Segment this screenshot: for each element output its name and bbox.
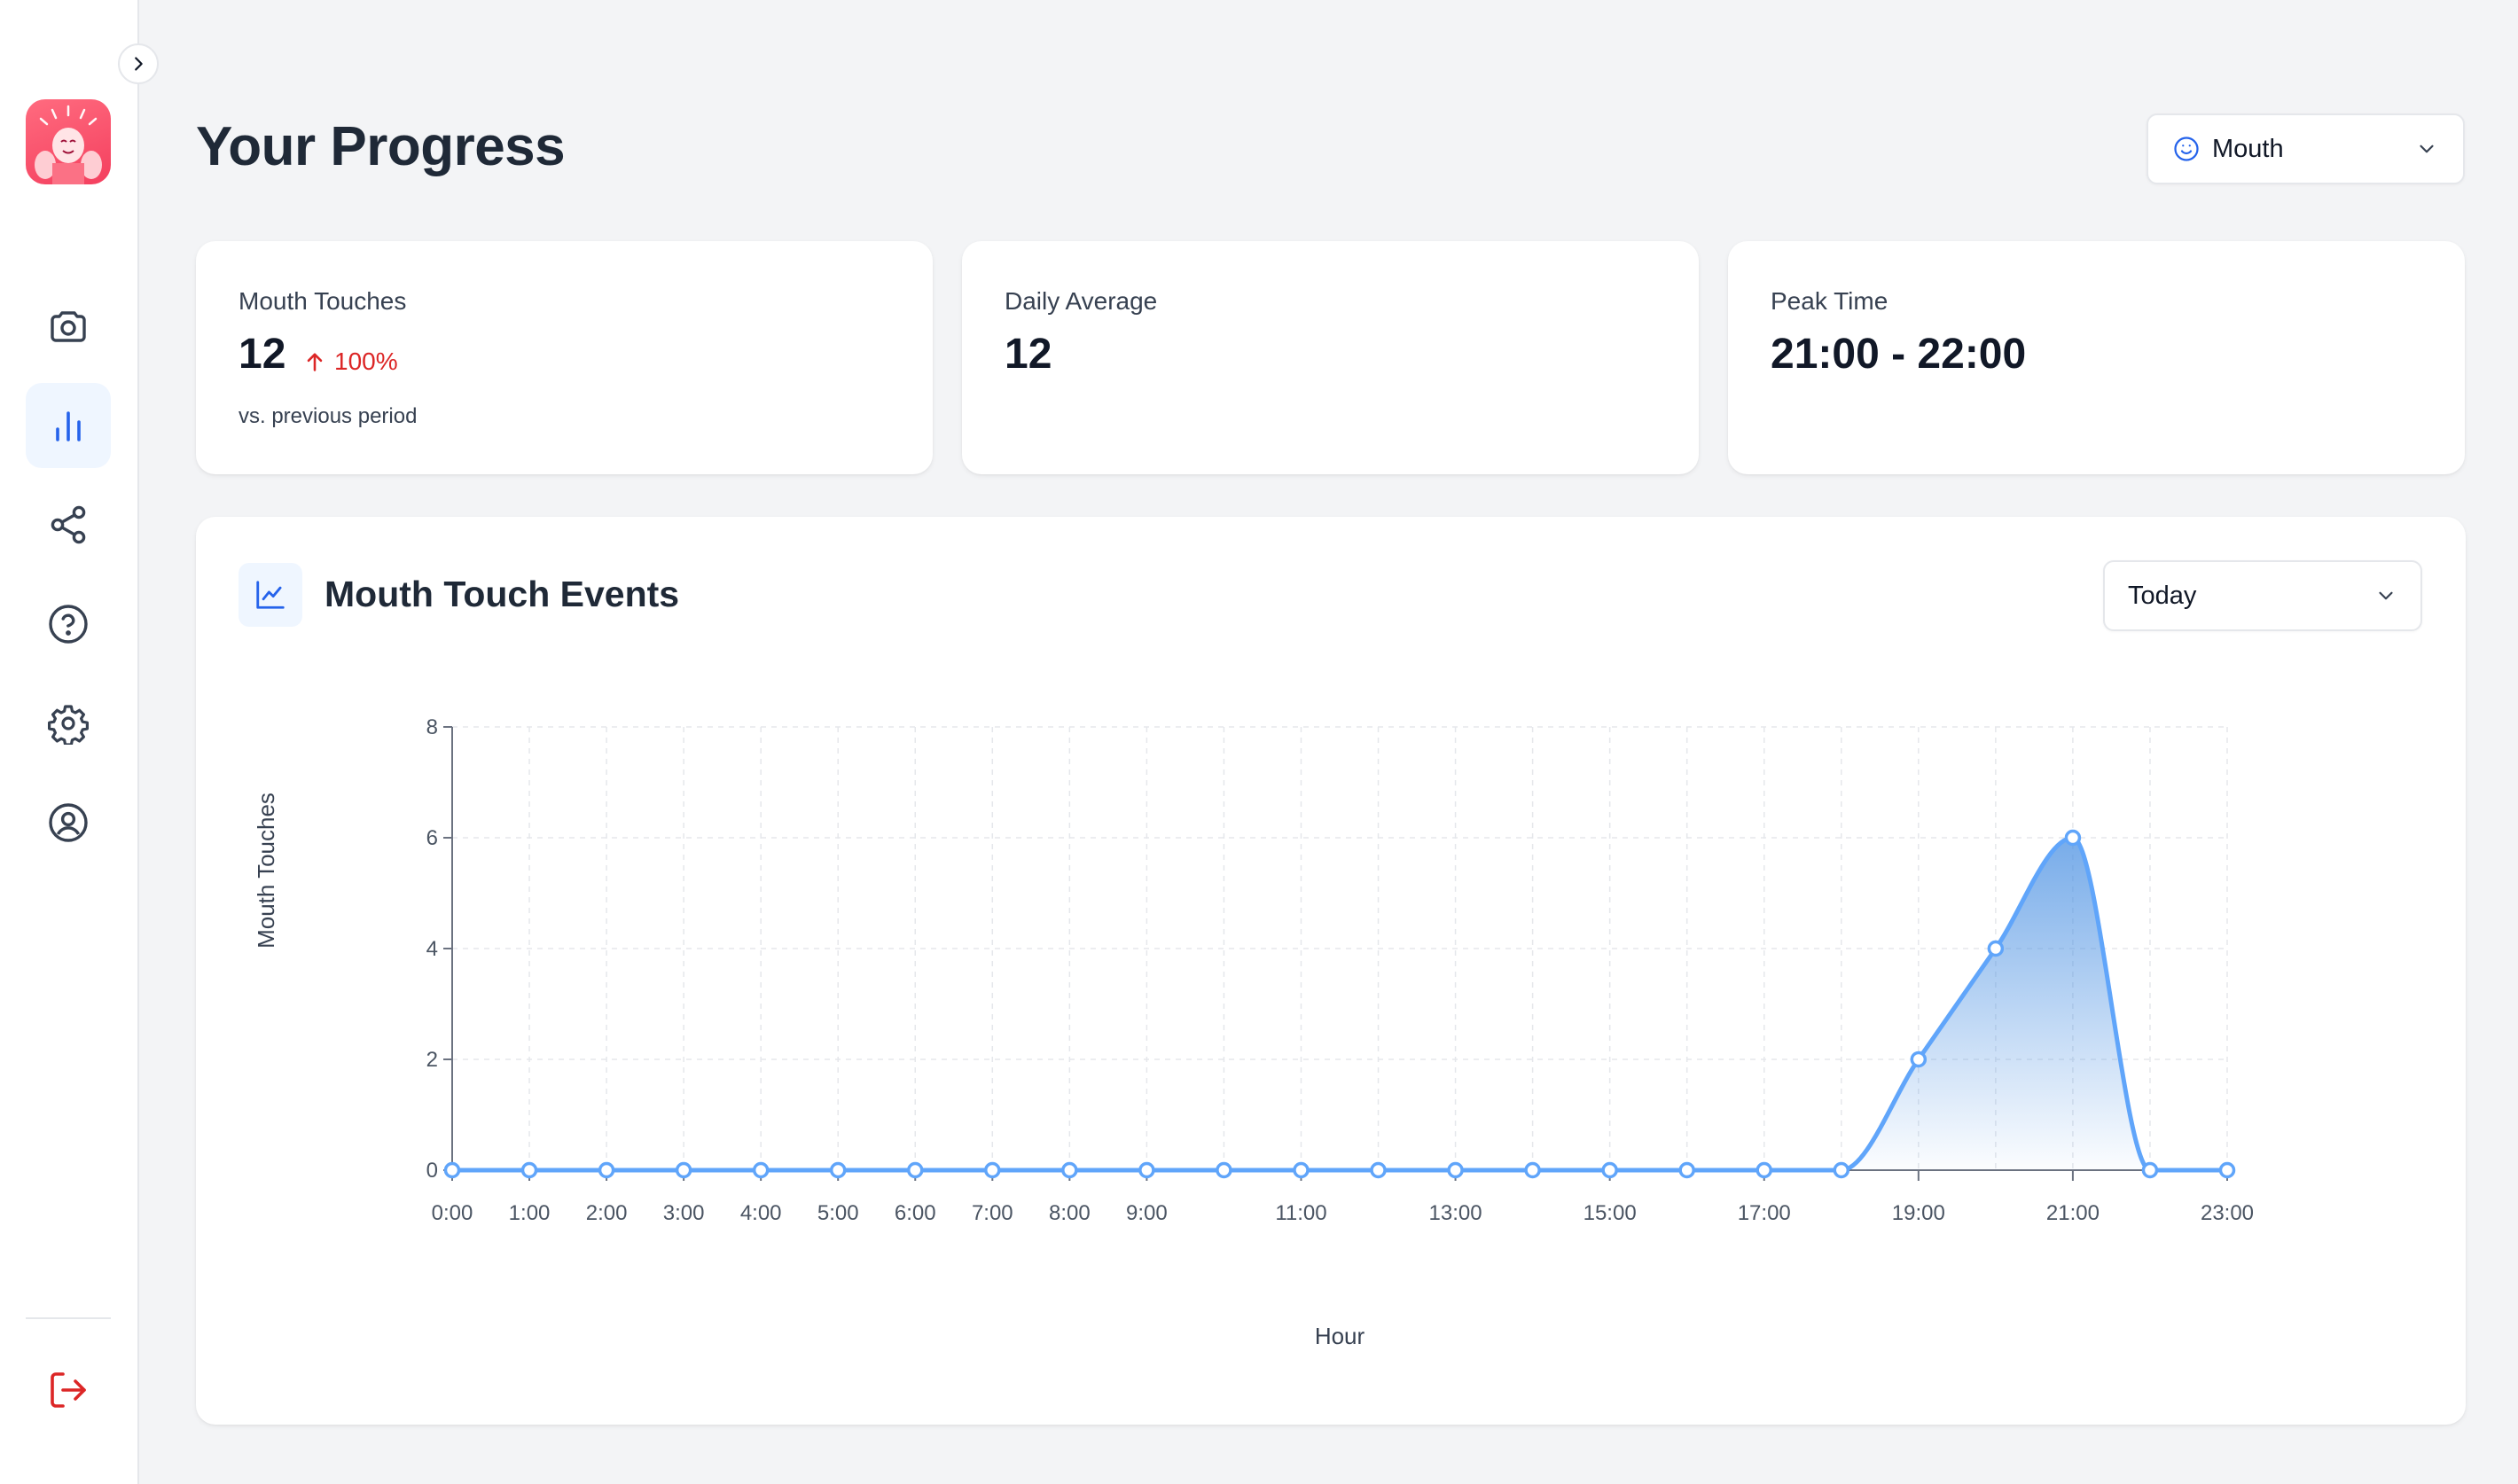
user-icon — [49, 803, 88, 842]
nav-settings[interactable] — [26, 681, 111, 766]
range-select[interactable]: Today — [2103, 560, 2422, 631]
nav-logout[interactable] — [26, 1347, 111, 1433]
app-logo[interactable] — [26, 99, 111, 184]
chevron-down-icon — [2379, 591, 2393, 600]
help-icon — [49, 605, 88, 644]
page-title: Your Progress — [196, 116, 566, 177]
app-logo-icon — [35, 105, 102, 184]
nav-progress[interactable] — [26, 383, 111, 468]
smile-icon — [2174, 137, 2199, 161]
stat-sub: vs. previous period — [239, 404, 418, 428]
stat-label: Mouth Touches — [239, 287, 407, 315]
stat-card-daily-average: Daily Average 12 — [962, 241, 1699, 474]
nav-help[interactable] — [26, 582, 111, 667]
line-chart-icon — [256, 581, 285, 609]
sidebar-divider — [26, 1317, 111, 1319]
stat-change-value: 100% — [334, 348, 398, 375]
nav-share[interactable] — [26, 482, 111, 567]
chart-icon-box — [239, 563, 302, 627]
stat-card-touches: Mouth Touches 12 100% vs. previous perio… — [196, 241, 933, 474]
region-select-value: Mouth — [2212, 134, 2284, 163]
range-select-value: Today — [2128, 581, 2197, 610]
nav-camera[interactable] — [26, 284, 111, 369]
camera-icon — [51, 311, 86, 342]
chart-title: Mouth Touch Events — [325, 574, 680, 614]
sidebar-collapse-button[interactable] — [118, 43, 159, 84]
nav-profile[interactable] — [26, 780, 111, 865]
stat-label: Daily Average — [1005, 287, 1158, 315]
sidebar — [0, 0, 139, 1484]
logout-icon — [51, 1372, 86, 1408]
stat-label: Peak Time — [1771, 287, 1888, 315]
share-icon — [51, 505, 86, 544]
stat-value: 21:00 - 22:00 — [1771, 331, 2027, 378]
stat-change: 100% — [302, 348, 398, 376]
stat-value: 12 — [1005, 331, 1052, 378]
chevron-down-icon — [2420, 144, 2434, 153]
arrow-up-icon — [307, 353, 323, 371]
stat-card-peak-time: Peak Time 21:00 - 22:00 — [1728, 241, 2465, 474]
region-select[interactable]: Mouth — [2147, 113, 2465, 184]
bar-chart-icon — [56, 411, 81, 441]
chevron-right-icon — [135, 57, 143, 71]
stat-value: 12 — [239, 331, 286, 378]
chart-panel: Mouth Touch Events Today — [196, 517, 2466, 1425]
settings-icon — [48, 705, 89, 745]
